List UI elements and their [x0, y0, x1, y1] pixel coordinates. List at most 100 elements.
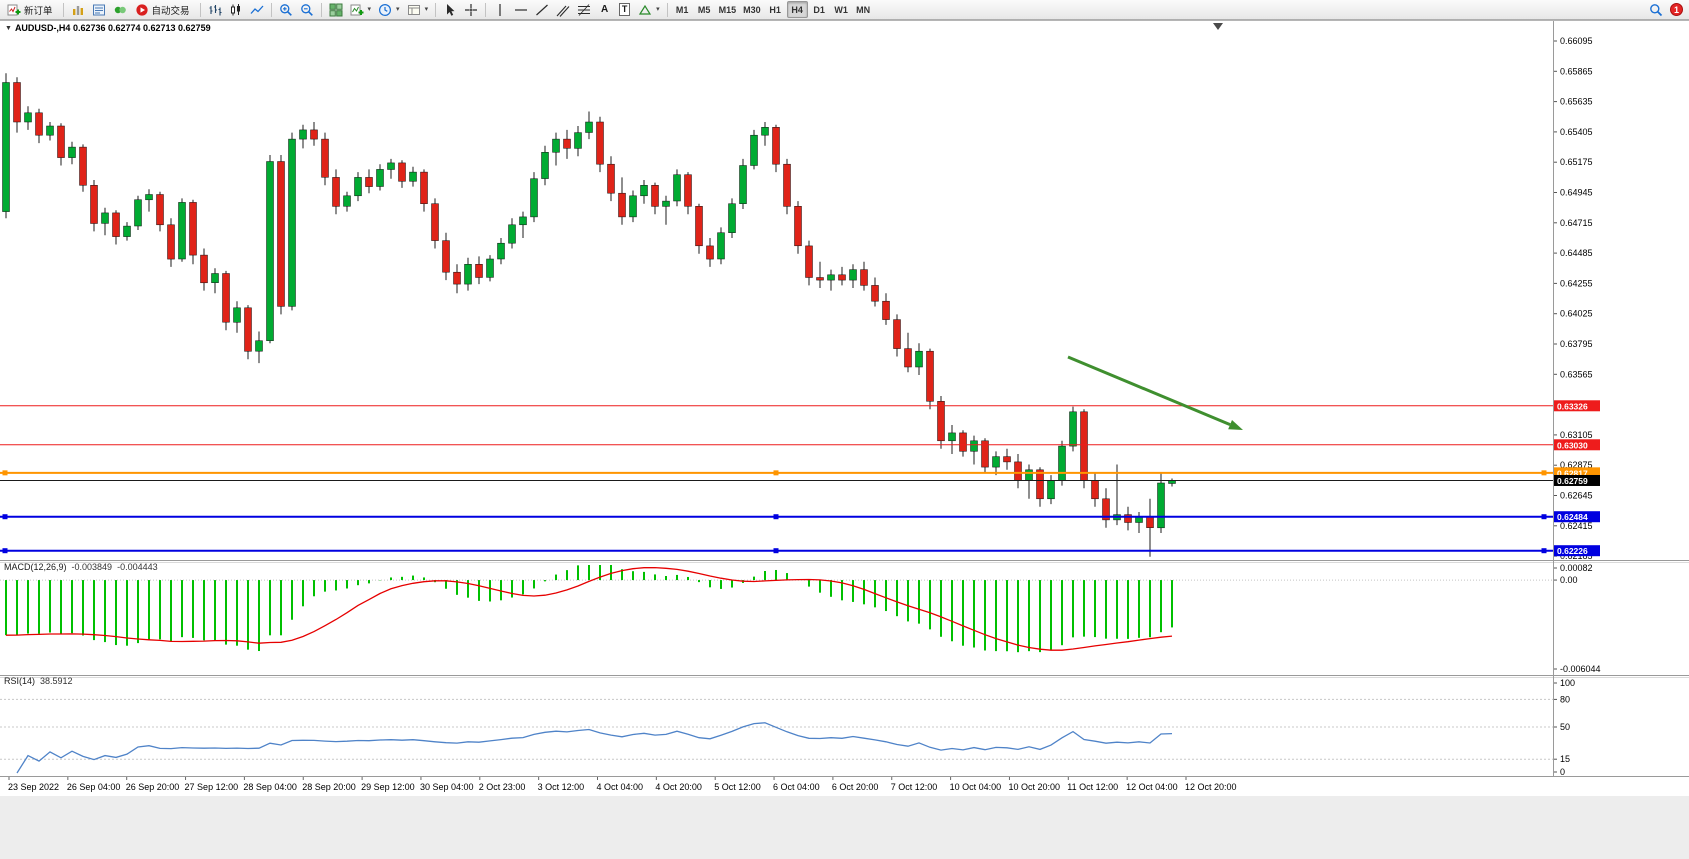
svg-text:30 Sep 04:00: 30 Sep 04:00 [420, 782, 474, 792]
chart-bars-type-button[interactable] [205, 1, 225, 18]
timeframe-mn-button[interactable]: MN [856, 4, 871, 15]
vertical-line-icon [499, 3, 501, 16]
text-tool-button[interactable]: A [595, 1, 614, 18]
zoom-out-button[interactable] [297, 1, 317, 18]
crosshair-tool-button[interactable] [461, 1, 481, 18]
notification-badge[interactable]: 1 [1670, 3, 1683, 16]
svg-text:3 Oct 12:00: 3 Oct 12:00 [538, 782, 585, 792]
svg-text:0.63326: 0.63326 [1557, 401, 1588, 411]
timeframe-m1-button[interactable]: M1 [675, 4, 689, 15]
timeframe-m30-button[interactable]: M30 [743, 4, 761, 15]
svg-text:28 Sep 20:00: 28 Sep 20:00 [302, 782, 356, 792]
svg-text:0.63030: 0.63030 [1557, 440, 1588, 450]
svg-text:5 Oct 12:00: 5 Oct 12:00 [714, 782, 761, 792]
chart-title: ▼ AUDUSD-,H4 0.62736 0.62774 0.62713 0.62… [5, 23, 211, 33]
svg-text:-0.006044: -0.006044 [1560, 664, 1601, 674]
svg-text:0.65865: 0.65865 [1560, 66, 1593, 76]
toolbar-separator [666, 2, 668, 17]
autotrade-label: 自动交易 [151, 5, 190, 17]
bars-chart-icon [209, 4, 222, 15]
autotrade-icon [135, 3, 148, 16]
timeframe-h1-button[interactable]: H1 [769, 4, 781, 15]
trendline-icon [536, 4, 548, 15]
macd-signal-value: -0.004443 [117, 562, 158, 572]
toolbar-separator [435, 2, 437, 17]
new-order-button[interactable]: 新订单 [3, 1, 59, 18]
timeframe-group: M1 M5 M15 M30 H1 H4 D1 W1 MN [672, 1, 874, 18]
svg-text:10 Oct 04:00: 10 Oct 04:00 [950, 782, 1002, 792]
svg-text:0.00: 0.00 [1560, 575, 1578, 585]
chevron-down-icon: ▾ [424, 6, 429, 13]
svg-text:0.62875: 0.62875 [1560, 460, 1593, 470]
svg-text:7 Oct 12:00: 7 Oct 12:00 [891, 782, 938, 792]
timeframe-h4-button[interactable]: H4 [786, 1, 808, 18]
zoom-in-icon [279, 3, 292, 16]
vertical-line-tool-button[interactable] [490, 1, 510, 18]
svg-text:100: 100 [1560, 678, 1575, 688]
zoom-out-icon [300, 3, 313, 16]
horizontal-line-tool-button[interactable] [511, 1, 531, 18]
text-tool-label: A [600, 3, 609, 15]
timeframe-d1-button[interactable]: D1 [813, 4, 825, 15]
macd-header: MACD(12,26,9) -0.003849 -0.004443 [4, 562, 158, 572]
toolbar-separator [320, 2, 322, 17]
rsi-line [16, 722, 1173, 774]
cursor-icon [447, 3, 455, 16]
rsi-label: RSI(14) [4, 676, 36, 686]
svg-text:0.64025: 0.64025 [1560, 309, 1593, 319]
chevron-down-icon: ▾ [396, 6, 400, 13]
svg-text:0.64945: 0.64945 [1560, 188, 1593, 198]
svg-text:0.64255: 0.64255 [1560, 278, 1593, 288]
window-menu-icon[interactable]: ▼ [5, 25, 12, 32]
indicators-button[interactable]: ▾ [347, 1, 375, 18]
new-order-icon [7, 4, 21, 15]
chart-candles-type-button[interactable] [226, 1, 246, 18]
svg-text:4 Oct 20:00: 4 Oct 20:00 [655, 782, 702, 792]
shapes-tool-button[interactable]: ▾ [635, 1, 663, 18]
svg-text:50: 50 [1560, 722, 1570, 732]
svg-text:0.64485: 0.64485 [1560, 248, 1593, 258]
toolbar-separator [485, 2, 487, 17]
tile-windows-icon [329, 3, 343, 16]
navigator-button[interactable] [110, 1, 130, 18]
template-icon [407, 4, 420, 15]
svg-text:15: 15 [1560, 754, 1570, 764]
svg-text:0.62817: 0.62817 [1557, 468, 1588, 478]
templates-button[interactable]: ▾ [404, 1, 432, 18]
fibonacci-tool-button[interactable] [574, 1, 594, 18]
toolbar-separator [270, 2, 272, 17]
channel-tool-button[interactable] [553, 1, 573, 18]
svg-text:26 Sep 20:00: 26 Sep 20:00 [126, 782, 180, 792]
svg-text:0: 0 [1560, 767, 1565, 777]
chart-canvas[interactable]: 0.66095 0.65865 0.65635 0.65405 0.65175 0.649… [0, 20, 1689, 859]
trendline-tool-button[interactable] [532, 1, 552, 18]
search-button[interactable] [1646, 1, 1666, 18]
tile-windows-button[interactable] [326, 1, 346, 18]
svg-text:0.65405: 0.65405 [1560, 127, 1593, 137]
data-window-button[interactable] [89, 1, 109, 18]
chart-line-type-button[interactable] [247, 1, 267, 18]
label-tool-button[interactable]: T [615, 1, 634, 18]
shift-marker [1213, 23, 1223, 30]
timeframe-m15-button[interactable]: M15 [718, 4, 737, 15]
shapes-icon [638, 4, 652, 15]
new-order-label: 新订单 [24, 5, 53, 17]
label-tool-label: T [618, 3, 631, 16]
svg-text:0.63795: 0.63795 [1560, 339, 1593, 349]
chevron-down-icon: ▾ [367, 6, 372, 13]
svg-text:0.62645: 0.62645 [1560, 491, 1593, 501]
rsi-value: 38.5912 [40, 676, 73, 686]
period-selector-button[interactable]: ▾ [375, 1, 403, 18]
svg-text:0.64715: 0.64715 [1560, 218, 1593, 228]
zoom-in-button[interactable] [276, 1, 296, 18]
toolbar-separator [199, 2, 201, 17]
cursor-tool-button[interactable] [440, 1, 460, 18]
timeframe-w1-button[interactable]: W1 [834, 4, 848, 15]
autotrade-button[interactable]: 自动交易 [131, 1, 196, 18]
svg-text:11 Oct 12:00: 11 Oct 12:00 [1067, 782, 1118, 792]
svg-text:29 Sep 12:00: 29 Sep 12:00 [361, 782, 415, 792]
horizontal-line-icon [515, 8, 528, 11]
market-watch-button[interactable] [68, 1, 88, 18]
market-watch-icon [72, 5, 83, 15]
timeframe-m5-button[interactable]: M5 [697, 4, 711, 15]
